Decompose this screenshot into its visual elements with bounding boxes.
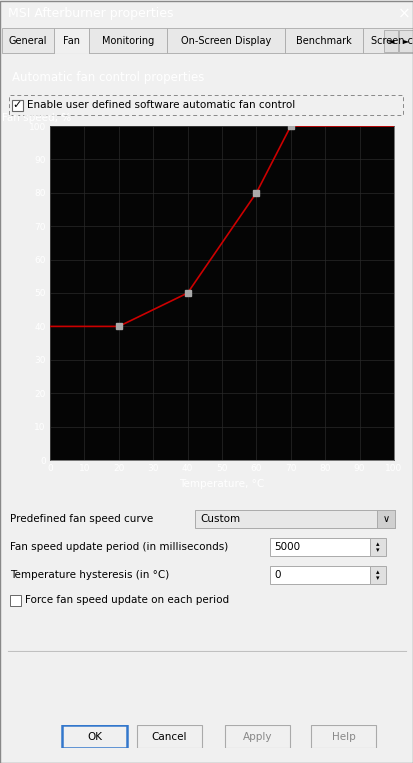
Text: Fan speed, %: Fan speed, % bbox=[2, 113, 71, 123]
Bar bbox=[369, 538, 385, 556]
Bar bbox=[12, 99, 23, 111]
Text: Enable user defined software automatic fan control: Enable user defined software automatic f… bbox=[27, 100, 294, 110]
Bar bbox=[10, 594, 21, 606]
Text: Screen c: Screen c bbox=[370, 36, 412, 46]
Text: Apply: Apply bbox=[242, 732, 272, 742]
Text: Benchmark: Benchmark bbox=[295, 36, 351, 46]
Text: General: General bbox=[9, 36, 47, 46]
Text: 5000: 5000 bbox=[273, 542, 299, 552]
Text: Custom: Custom bbox=[199, 514, 240, 524]
Bar bbox=[195, 510, 394, 528]
X-axis label: Temperature, °C: Temperature, °C bbox=[179, 478, 264, 489]
Text: ▴: ▴ bbox=[375, 569, 379, 575]
Bar bbox=[224, 725, 289, 748]
Bar bbox=[284, 28, 362, 53]
Bar bbox=[137, 725, 202, 748]
Text: Monitoring: Monitoring bbox=[102, 36, 154, 46]
Text: ✓: ✓ bbox=[13, 100, 22, 110]
Bar bbox=[362, 28, 413, 53]
Bar bbox=[269, 538, 369, 556]
Text: ◄: ◄ bbox=[387, 37, 393, 46]
Bar bbox=[62, 725, 127, 748]
Text: MSI Afterburner properties: MSI Afterburner properties bbox=[8, 8, 173, 21]
Text: ×: × bbox=[396, 7, 409, 21]
Bar bbox=[2, 28, 54, 53]
Text: Automatic fan control properties: Automatic fan control properties bbox=[12, 70, 204, 83]
Bar bbox=[166, 28, 284, 53]
Text: 0: 0 bbox=[273, 570, 280, 580]
Text: ▾: ▾ bbox=[375, 575, 379, 581]
Bar bbox=[269, 566, 369, 584]
Bar bbox=[54, 28, 89, 54]
Text: ∨: ∨ bbox=[382, 514, 389, 524]
Text: On-Screen Display: On-Screen Display bbox=[180, 36, 271, 46]
Text: OK: OK bbox=[87, 732, 102, 742]
Bar bbox=[369, 566, 385, 584]
Text: Temperature hysteresis (in °C): Temperature hysteresis (in °C) bbox=[10, 570, 169, 580]
Text: Force fan speed update on each period: Force fan speed update on each period bbox=[25, 595, 228, 605]
Bar bbox=[89, 28, 166, 53]
Text: Help: Help bbox=[331, 732, 354, 742]
Text: ▴: ▴ bbox=[375, 541, 379, 547]
Text: ►: ► bbox=[402, 37, 408, 46]
Text: Cancel: Cancel bbox=[152, 732, 187, 742]
Bar bbox=[310, 725, 375, 748]
Text: Predefined fan speed curve: Predefined fan speed curve bbox=[10, 514, 153, 524]
Text: Fan speed update period (in milliseconds): Fan speed update period (in milliseconds… bbox=[10, 542, 228, 552]
Bar bbox=[398, 30, 412, 52]
Text: Fan: Fan bbox=[63, 36, 80, 46]
Bar bbox=[376, 510, 394, 528]
Bar bbox=[383, 30, 397, 52]
Text: ▾: ▾ bbox=[375, 547, 379, 553]
